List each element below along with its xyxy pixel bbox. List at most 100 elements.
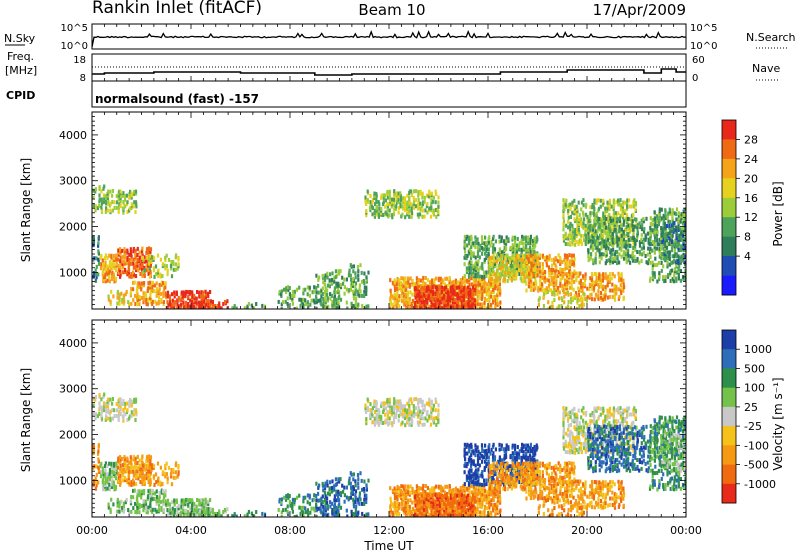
power-echo xyxy=(333,286,336,291)
power-echo xyxy=(453,300,457,305)
power-echo xyxy=(391,280,394,285)
power-echo xyxy=(161,274,164,278)
power-echo xyxy=(585,298,588,303)
power-echo xyxy=(176,302,179,307)
power-echo xyxy=(485,240,488,245)
power-echo xyxy=(415,276,418,281)
power-echo xyxy=(397,210,400,215)
velocity-echo xyxy=(324,508,327,513)
power-echo xyxy=(443,306,446,309)
power-echo xyxy=(165,253,168,258)
noise-right-tick-top: 10^5 xyxy=(690,23,717,34)
velocity-echo xyxy=(202,510,206,515)
power-echo xyxy=(515,245,518,250)
power-echo xyxy=(572,259,575,264)
power-echo xyxy=(528,245,532,250)
power-echo xyxy=(435,214,438,219)
velocity-echo xyxy=(164,489,167,494)
power-echo xyxy=(428,282,432,287)
power-echo xyxy=(577,217,580,222)
velocity-echo xyxy=(119,397,122,402)
power-echo xyxy=(563,300,566,305)
velocity-echo xyxy=(117,401,121,406)
power-echo xyxy=(538,255,541,260)
power-echo xyxy=(612,211,615,216)
power-echo xyxy=(601,284,605,289)
power-echo xyxy=(501,253,504,258)
power-echo xyxy=(342,281,345,286)
power-echo xyxy=(119,274,122,279)
power-echo xyxy=(222,302,225,306)
power-echo xyxy=(563,258,566,262)
power-echo xyxy=(169,302,172,307)
power-echo xyxy=(658,220,661,225)
velocity-echo xyxy=(182,512,185,517)
power-echo xyxy=(466,295,469,299)
power-echo xyxy=(145,268,148,273)
power-echo xyxy=(406,306,409,309)
velocity-echo xyxy=(211,514,214,517)
power-echo xyxy=(396,300,399,305)
power-echo xyxy=(610,215,613,220)
power-echo xyxy=(516,266,519,271)
velocity-echo xyxy=(204,497,207,502)
velocity-echo xyxy=(92,443,95,448)
power-echo xyxy=(384,204,387,209)
velocity-echo xyxy=(209,515,212,517)
power-echo xyxy=(473,302,476,307)
power-echo xyxy=(570,296,573,301)
power-echo xyxy=(618,241,621,246)
velocity-echo xyxy=(339,505,343,510)
power-echo xyxy=(560,296,563,301)
power-echo xyxy=(337,271,340,276)
power-echo xyxy=(134,255,137,260)
power-echo xyxy=(594,216,597,221)
velocity-echo xyxy=(149,455,153,460)
velocity-echo xyxy=(315,493,318,498)
power-echo xyxy=(525,243,528,248)
power-echo xyxy=(395,198,398,203)
power-echo xyxy=(92,239,96,244)
power-echo xyxy=(352,296,356,301)
velocity-echo xyxy=(119,407,122,412)
power-echo xyxy=(653,250,656,255)
power-echo xyxy=(331,300,334,304)
power-echo xyxy=(669,233,672,238)
velocity-echo xyxy=(118,504,121,509)
power-echo xyxy=(630,217,633,222)
velocity-echo xyxy=(170,468,173,472)
power-echo xyxy=(469,256,473,260)
power-echo xyxy=(487,289,490,293)
power-echo xyxy=(323,282,326,287)
power-echo xyxy=(302,297,305,302)
power-echo xyxy=(391,200,394,205)
power-echo xyxy=(603,227,606,232)
velocity-echo xyxy=(277,507,280,512)
power-echo xyxy=(393,284,396,289)
power-echo xyxy=(658,218,661,223)
power-echo xyxy=(143,268,146,272)
power-echo xyxy=(412,196,415,201)
power-echo xyxy=(633,217,636,222)
power-echo xyxy=(609,223,612,228)
power-echo xyxy=(654,236,657,241)
power-echo xyxy=(132,270,135,275)
power-echo xyxy=(679,269,682,273)
power-echo xyxy=(434,285,437,290)
power-echo xyxy=(570,253,573,258)
power-echo xyxy=(579,280,582,285)
power-echo xyxy=(391,202,394,207)
power-echo xyxy=(406,290,409,295)
power-echo xyxy=(670,261,673,265)
power-echo xyxy=(356,289,359,294)
power-echo xyxy=(466,253,469,258)
velocity-echo xyxy=(142,499,145,504)
power-echo xyxy=(421,278,424,283)
power-echo xyxy=(132,272,135,277)
velocity-echo xyxy=(200,504,203,509)
power-swatch xyxy=(722,236,736,257)
power-echo xyxy=(436,294,439,298)
power-echo xyxy=(426,202,429,206)
power-echo xyxy=(611,294,614,299)
power-echo xyxy=(599,223,603,228)
